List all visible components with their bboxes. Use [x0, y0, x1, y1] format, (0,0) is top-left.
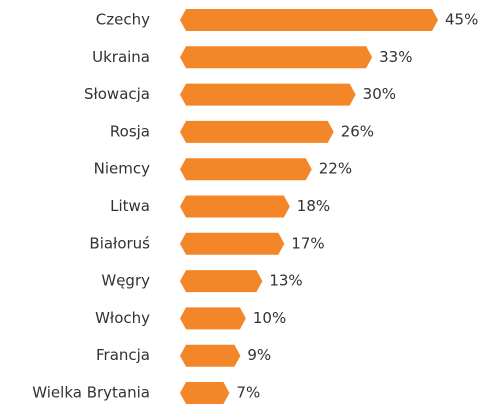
bar — [180, 120, 334, 143]
value-label: 33% — [379, 48, 412, 66]
bar — [180, 9, 438, 31]
bar — [180, 344, 241, 367]
value-label: 26% — [341, 122, 374, 140]
category-label: Rosja — [110, 122, 150, 140]
category-label: Czechy — [96, 11, 150, 29]
category-label: Niemcy — [94, 160, 150, 178]
bar — [180, 46, 373, 69]
value-label: 30% — [363, 85, 396, 103]
bar — [180, 270, 263, 293]
category-label: Litwa — [110, 197, 150, 215]
bar — [180, 232, 285, 255]
category-label: Francja — [96, 346, 150, 364]
category-label: Ukraina — [92, 48, 150, 66]
category-label: Wielka Brytania — [32, 384, 150, 402]
value-label: 7% — [236, 384, 260, 402]
category-label: Włochy — [95, 309, 150, 327]
value-label: 13% — [269, 272, 302, 290]
value-label: 17% — [291, 234, 324, 252]
value-label: 18% — [297, 197, 330, 215]
bar — [180, 382, 230, 404]
bar — [180, 158, 312, 181]
category-label: Białoruś — [89, 234, 150, 252]
bar — [180, 307, 246, 330]
value-label: 10% — [253, 309, 286, 327]
value-label: 45% — [445, 11, 478, 29]
category-label: Węgry — [101, 272, 150, 290]
value-label: 9% — [247, 346, 271, 364]
value-label: 22% — [319, 160, 352, 178]
bar — [180, 195, 290, 218]
category-label: Słowacja — [84, 85, 150, 103]
bar — [180, 83, 356, 106]
